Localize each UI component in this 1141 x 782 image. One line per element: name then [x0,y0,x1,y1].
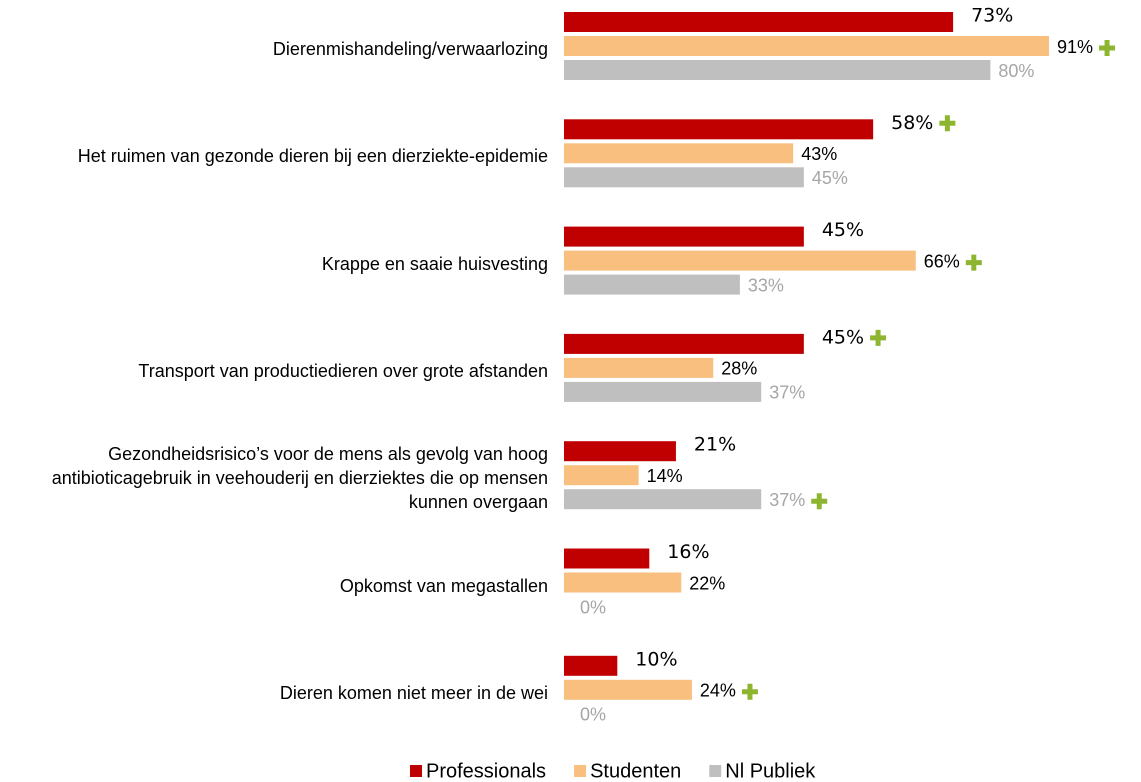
value-label: 43% [801,144,837,164]
legend-label: Studenten [590,760,681,782]
value-label: 24% [700,681,736,701]
legend-label: Nl Publiek [725,760,816,782]
legend-swatch [410,765,422,777]
bar [564,60,991,80]
value-label: 0% [580,597,606,617]
bar [564,357,714,378]
value-label: 45% [822,219,864,241]
legend-swatch [574,765,587,777]
bar [564,36,1050,56]
value-label: 37% [769,490,805,510]
plus-icon [1099,40,1116,56]
legend-label: Professionals [426,760,546,782]
value-label: 58% [891,112,933,134]
category-label: Opkomst van megastallen [339,575,548,596]
plus-icon [811,493,828,510]
category-label: Het ruimen van gezonde dieren bij een di… [77,146,548,167]
category-label: Transport van productiedieren over grote… [138,360,548,381]
bar [564,226,804,247]
value-label: 45% [822,326,864,348]
bar [564,143,794,164]
value-label: 80% [998,61,1034,81]
bar [564,489,762,510]
value-label: 73% [971,5,1013,27]
bar [564,167,804,188]
bar [564,12,954,32]
category-label: Gezondheidsrisico’s voor de mens als gev… [51,444,548,513]
category-label: Dierenmishandeling/verwaarlozing [272,39,548,59]
legend-swatch [709,765,722,777]
value-label: 21% [694,434,736,456]
bar [564,572,682,593]
bar [564,333,804,354]
value-label: 33% [748,275,784,295]
value-label: 91% [1057,37,1093,57]
bar [564,250,916,271]
plus-icon [870,329,887,346]
value-label: 37% [769,383,805,403]
value-label: 28% [721,359,757,379]
bar [564,119,874,140]
value-label: 10% [635,648,677,670]
bar [564,655,618,676]
bar [564,274,740,295]
value-label: 22% [689,573,725,593]
value-label: 0% [580,705,606,725]
bar [564,381,762,402]
bar [564,679,692,700]
plus-icon [741,683,758,700]
value-label: 66% [924,251,960,271]
category-label: Dieren komen niet meer in de wei [279,682,548,703]
category-label: Krappe en saaie huisvesting [321,253,548,274]
bar [564,548,650,569]
bar [564,465,639,486]
value-label: 16% [667,541,709,563]
plus-icon [939,115,956,132]
value-label: 45% [812,168,848,188]
value-label: 14% [647,466,683,486]
plus-icon [965,254,982,271]
bar [564,441,676,462]
